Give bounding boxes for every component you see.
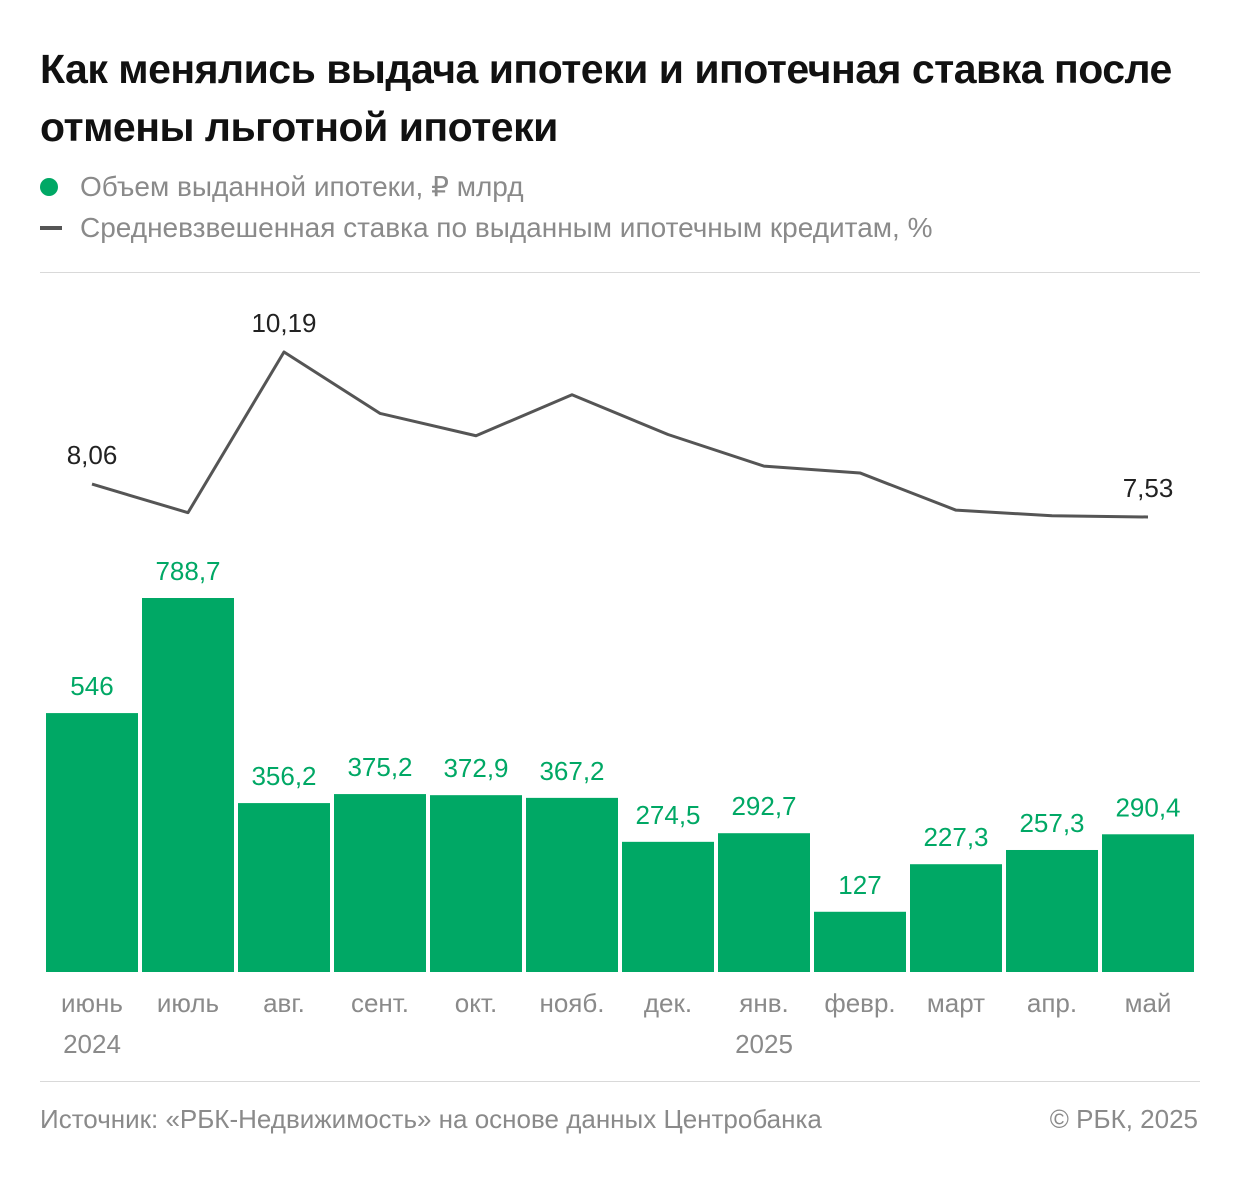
bar-value-label: 375,2 [347, 752, 412, 782]
bar [526, 797, 618, 972]
bar [430, 795, 522, 972]
rate-line [91, 350, 1149, 519]
bar [334, 794, 426, 972]
x-tick-label: 2024 [63, 1029, 121, 1059]
bar [238, 803, 330, 972]
legend-dot-icon [40, 177, 58, 196]
legend-item-volume: Объем выданной ипотеки, ₽ млрд [40, 170, 1200, 203]
chart-title: Как менялись выдача ипотеки и ипотечная … [40, 46, 1172, 150]
bar-value-label: 356,2 [251, 761, 316, 791]
copyright: © РБК, 2025 [1049, 1104, 1198, 1134]
x-tick-label: 2025 [735, 1029, 793, 1059]
bar [1102, 834, 1194, 972]
x-tick-label: авг. [263, 988, 305, 1018]
bar-value-label: 292,7 [731, 791, 796, 821]
source-note: Источник: «РБК-Недвижимость» на основе д… [40, 1104, 822, 1134]
x-tick-label: окт. [455, 988, 497, 1018]
bar [910, 864, 1002, 972]
top-divider [40, 272, 1200, 273]
bar-value-label: 257,3 [1019, 808, 1084, 838]
bar-value-label: 274,5 [635, 800, 700, 830]
bar-value-label: 290,4 [1115, 792, 1180, 822]
bar [622, 841, 714, 972]
x-tick-label: апр. [1027, 988, 1077, 1018]
x-tick-label: июль [157, 988, 219, 1018]
bar-value-label: 127 [838, 870, 881, 900]
x-tick-label: нояб. [539, 988, 604, 1018]
legend-item-rate: Средневзвешенная ставка по выданным ипот… [40, 212, 1200, 244]
bar [46, 713, 138, 972]
bar [814, 911, 906, 972]
bar-value-label: 372,9 [443, 753, 508, 783]
legend-dash-icon [40, 226, 62, 230]
rate-value-label: 8,06 [67, 440, 118, 470]
rate-value-label: 7,53 [1123, 473, 1174, 503]
bar-value-label: 546 [70, 671, 113, 701]
x-tick-label: дек. [644, 988, 692, 1018]
x-tick-label: февр. [824, 988, 895, 1018]
x-tick-label: янв. [739, 988, 788, 1018]
bottom-divider [40, 1081, 1200, 1082]
legend-label-rate: Средневзвешенная ставка по выданным ипот… [80, 212, 933, 243]
rate-value-label: 10,19 [251, 308, 316, 338]
bar [718, 833, 810, 972]
x-tick-label: сент. [351, 988, 409, 1018]
bar-value-label: 227,3 [923, 822, 988, 852]
x-tick-label: июнь [61, 988, 123, 1018]
chart-plot: 546 788,7 356,2 375,2 372,9 367,2 274,5 292,7 12… [46, 308, 1194, 1059]
x-tick-label: март [927, 988, 985, 1018]
bar-value-label: 367,2 [539, 756, 604, 786]
bar [142, 598, 234, 972]
x-tick-label: май [1125, 988, 1172, 1018]
bar-value-label: 788,7 [155, 556, 220, 586]
bar [1006, 849, 1098, 972]
legend-label-volume: Объем выданной ипотеки, ₽ млрд [80, 171, 524, 202]
